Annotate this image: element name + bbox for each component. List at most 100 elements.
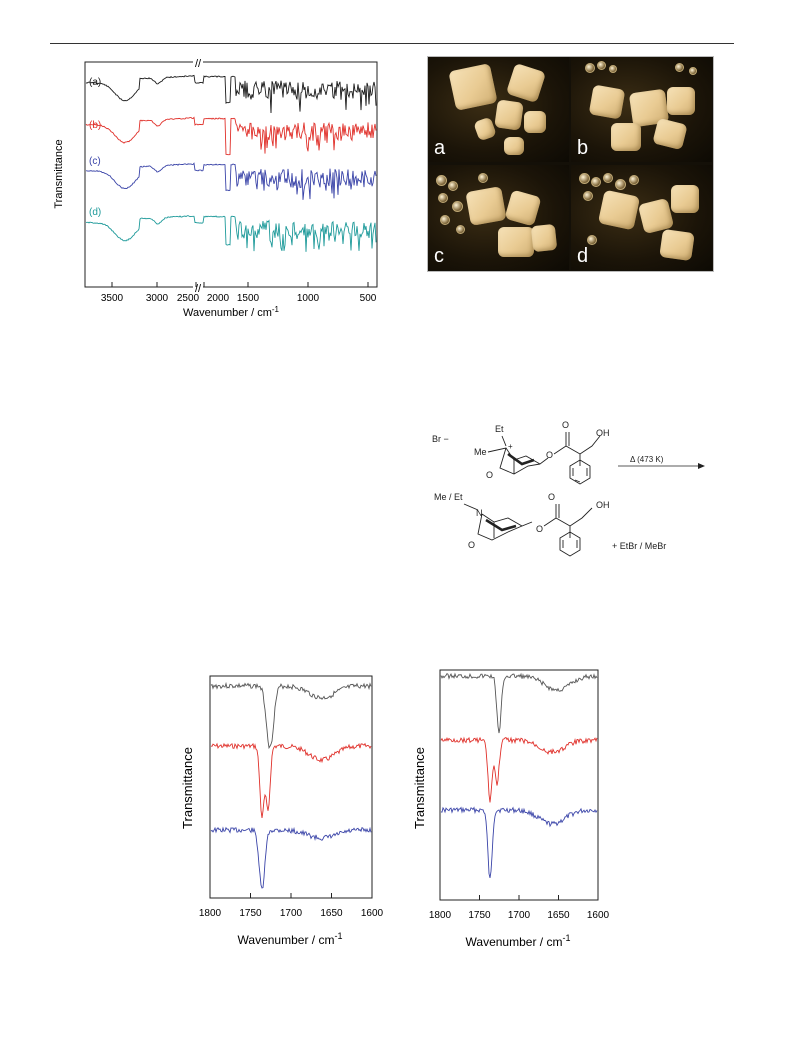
- x-axis-label: Wavenumber / cm-1: [183, 305, 280, 319]
- tick-label-1800: 1800: [199, 908, 222, 919]
- bubble: [579, 173, 590, 184]
- methyl-label: Me: [474, 447, 487, 457]
- crystal-micrographs: a b c d: [427, 56, 714, 272]
- product-structure: [463, 503, 593, 557]
- bubble: [478, 173, 488, 183]
- crystal: [448, 63, 498, 111]
- counter-ion-label: Br −: [432, 434, 449, 444]
- y-axis-label: Transmittance: [180, 747, 195, 829]
- crystal: [667, 87, 695, 115]
- zoom-trace-bottom: [440, 806, 598, 879]
- x-ticks: [209, 893, 373, 898]
- tick-label-3000: 3000: [146, 293, 169, 304]
- nitrogen-label: N: [476, 508, 483, 518]
- ftir-carbonyl-zoom-left: 1800 1750 1700 1650 1600 Wavenumber / cm…: [180, 675, 384, 947]
- x-axis-label: Wavenumber / cm-1: [238, 931, 343, 947]
- trace-label-c: (c): [89, 156, 101, 167]
- bubble: [629, 175, 639, 185]
- tick-label-1700: 1700: [508, 910, 531, 921]
- spectrum-trace-c: [86, 162, 377, 200]
- ester-oxygen-label-bottom: O: [536, 524, 543, 534]
- break-mask-bottom: [193, 282, 203, 292]
- panel-label-c: c: [434, 245, 444, 267]
- crystal: [597, 189, 641, 231]
- spectrum-trace-d: [85, 215, 377, 252]
- x-ticks: [111, 282, 369, 287]
- product-substituent-label: Me / Et: [434, 492, 463, 502]
- bubble: [615, 179, 626, 190]
- bubble: [440, 215, 450, 225]
- bubble: [597, 61, 606, 70]
- ring-oxygen-label-top: O: [486, 470, 493, 480]
- reactant-structure: [487, 432, 601, 485]
- tick-label-1750: 1750: [239, 908, 262, 919]
- bubble: [603, 173, 613, 183]
- bubble: [448, 181, 458, 191]
- reaction-condition-label: Δ (473 K): [630, 455, 664, 464]
- break-mask-top: [193, 57, 203, 67]
- crystal: [498, 227, 534, 257]
- micrograph-panel-d: d: [571, 165, 712, 270]
- ftir-carbonyl-zoom-right: 1800 1750 1700 1650 1600 Wavenumber / cm…: [412, 669, 610, 949]
- plot-frame: [84, 61, 378, 288]
- trace-label-b: (b): [89, 120, 101, 131]
- zoom-trace-middle: [440, 736, 598, 803]
- panel-label-d: d: [577, 245, 589, 267]
- bubble: [583, 191, 593, 201]
- plot-frame: [439, 669, 599, 901]
- micrograph-panel-a: a: [428, 57, 569, 162]
- crystal: [652, 117, 688, 151]
- carbonyl-oxygen-label-top: O: [562, 420, 569, 430]
- plot-frame: [209, 675, 373, 899]
- ethyl-label: Et: [495, 424, 504, 434]
- bubble: [675, 63, 684, 72]
- reaction-arrowhead: [698, 463, 705, 469]
- zoom-trace-bottom: [210, 826, 372, 889]
- spectrum-trace-b: [85, 116, 377, 156]
- carbonyl-oxygen-label-bottom: O: [548, 492, 555, 502]
- x-ticks: [439, 895, 599, 900]
- bubble: [438, 193, 448, 203]
- tick-label-1650: 1650: [547, 910, 570, 921]
- tick-label-1500: 1500: [237, 293, 260, 304]
- hydroxyl-label-bottom: OH: [596, 500, 610, 510]
- ester-oxygen-label-top: O: [546, 450, 553, 460]
- x-axis-label: Wavenumber / cm-1: [466, 933, 571, 949]
- micrograph-panel-c: c: [428, 165, 569, 270]
- crystal: [473, 116, 497, 142]
- panel-label-a: a: [434, 137, 446, 159]
- bubble: [689, 67, 697, 75]
- y-axis-label: Transmittance: [412, 747, 427, 829]
- tick-label-2000: 2000: [207, 293, 230, 304]
- y-axis-label: Transmittance: [53, 139, 65, 208]
- bubble: [452, 201, 463, 212]
- tick-label-500: 500: [360, 293, 377, 304]
- tick-label-1750: 1750: [468, 910, 491, 921]
- tick-label-1600: 1600: [361, 908, 384, 919]
- reaction-scheme: Br − Et Me + OH O O O Δ (473 K) Me / Et …: [432, 420, 705, 557]
- header-rule: [50, 43, 734, 44]
- tick-label-1650: 1650: [320, 908, 343, 919]
- crystal: [588, 84, 626, 120]
- crystal: [671, 185, 699, 213]
- axis-break-top: //: [195, 58, 202, 70]
- bubble: [609, 65, 617, 73]
- crystal: [524, 111, 546, 133]
- bubble: [436, 175, 447, 186]
- axis-break-bottom: //: [195, 283, 202, 295]
- crystal: [505, 62, 547, 104]
- tick-label-1600: 1600: [587, 910, 610, 921]
- zoom-trace-middle: [210, 742, 372, 818]
- tick-label-1000: 1000: [297, 293, 320, 304]
- crystal: [611, 123, 641, 151]
- zoom-trace-top: [440, 672, 598, 734]
- tick-label-3500: 3500: [101, 293, 124, 304]
- bubble: [456, 225, 465, 234]
- trace-label-d: (d): [89, 207, 101, 218]
- ftir-full-spectrum-figure: // // 3500 3000 2500 2000 1500 1000 500 …: [53, 57, 378, 319]
- crystal: [530, 223, 558, 253]
- micrograph-panel-b: b: [571, 57, 712, 162]
- spectrum-trace-a: [85, 74, 377, 114]
- crystal: [504, 189, 542, 227]
- bubble: [591, 177, 601, 187]
